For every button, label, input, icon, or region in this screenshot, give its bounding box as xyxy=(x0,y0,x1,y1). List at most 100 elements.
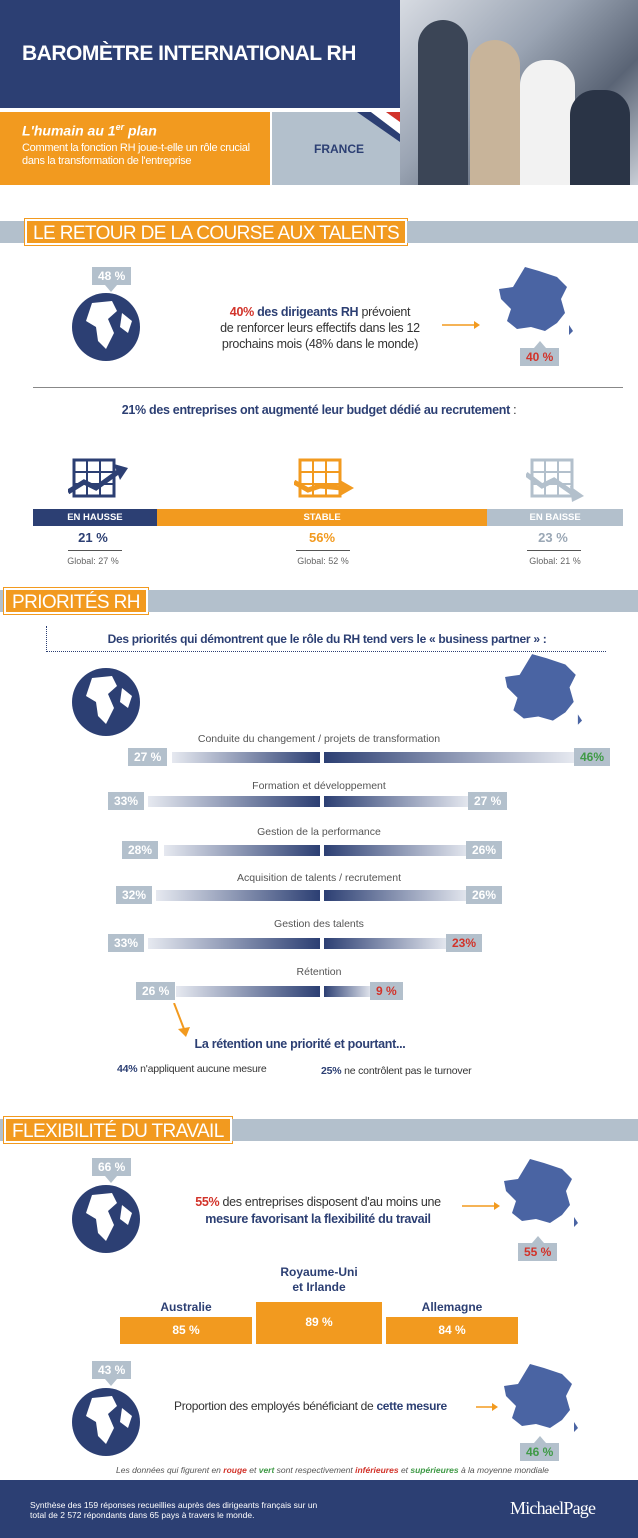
priority-world-3: 28% xyxy=(122,841,159,859)
chart-stable-icon xyxy=(294,458,354,498)
chart-down-icon xyxy=(526,458,584,502)
priority-label-6: Rétention xyxy=(296,966,342,978)
world-badge-4: 43 % xyxy=(92,1361,132,1379)
priority-bar-france-6 xyxy=(324,986,372,997)
priority-label-1: Conduite du changement / projets de tran… xyxy=(197,733,441,745)
priority-france-2: 27 % xyxy=(468,792,508,810)
france-map-icon-2 xyxy=(505,654,583,725)
globe-icon-2 xyxy=(72,668,140,736)
badge-pointer-6 xyxy=(534,1436,546,1443)
section-title-talents: LE RETOUR DE LA COURSE AUX TALENTS xyxy=(25,219,408,245)
segment-hausse: EN HAUSSE xyxy=(33,509,157,526)
retention-title: La rétention une priorité et pourtant... xyxy=(194,1037,406,1051)
world-badge-3: 66 % xyxy=(92,1158,132,1176)
section-left-stub xyxy=(0,221,25,243)
segment-baisse: EN BAISSE xyxy=(487,509,623,526)
pct-baisse: 23 % xyxy=(538,530,568,545)
priority-bar-france-3 xyxy=(324,845,470,856)
pct-stable: 56% xyxy=(308,530,336,545)
globe-icon-3 xyxy=(72,1185,140,1253)
france-map-icon-4 xyxy=(504,1364,578,1432)
proportion-statement: Proportion des employés bénéficiant de c… xyxy=(174,1399,447,1413)
globe-icon-4 xyxy=(72,1388,140,1456)
section-title-bar-talents: LE RETOUR DE LA COURSE AUX TALENTS xyxy=(0,219,638,245)
globe-icon xyxy=(72,293,140,361)
color-legend: Les données qui figurent en rouge et ver… xyxy=(116,1465,549,1475)
france-badge-1: 40 % xyxy=(520,348,560,366)
country-label: FRANCE xyxy=(314,142,364,156)
arrow-right-icon-3 xyxy=(476,1403,498,1411)
chart-up-icon xyxy=(68,458,128,498)
underline-baisse xyxy=(527,550,581,551)
country-name-allemagne: Allemagne xyxy=(421,1300,483,1314)
section-title-bar-flexibilite: FLEXIBILITÉ DU TRAVAIL xyxy=(0,1117,638,1143)
flex-statement: 55% des entreprises disposent d'au moins… xyxy=(195,1195,441,1226)
priority-bar-world-2 xyxy=(148,796,320,807)
header-photo xyxy=(400,0,638,185)
retention-note-2: 25% ne contrôlent pas le turnover xyxy=(321,1065,472,1077)
france-flag-icon xyxy=(357,112,400,142)
badge-pointer-5 xyxy=(105,1379,117,1386)
country-box: FRANCE xyxy=(272,112,400,185)
global-hausse: Global: 27 % xyxy=(67,556,119,566)
priority-label-5: Gestion des talents xyxy=(274,918,364,930)
brand-logo: MichaelPage xyxy=(510,1498,596,1518)
header-subtitle-box: L'humain au 1er plan Comment la fonction… xyxy=(0,112,270,185)
priority-label-2: Formation et développement xyxy=(252,780,386,792)
page-title: BAROMÈTRE INTERNATIONAL RH xyxy=(22,42,356,65)
priority-world-5: 33% xyxy=(108,934,145,952)
priority-france-1: 46% xyxy=(574,748,611,766)
priorities-intro-box: Des priorités qui démontrent que le rôle… xyxy=(46,626,606,652)
priority-label-3: Gestion de la performance xyxy=(257,826,381,838)
priority-world-2: 33% xyxy=(108,792,145,810)
priorities-intro: Des priorités qui démontrent que le rôle… xyxy=(107,632,547,646)
photo-person-3 xyxy=(520,60,575,185)
france-map-icon xyxy=(499,267,573,335)
pct-hausse: 21 % xyxy=(78,530,108,545)
section-title-priorites: PRIORITÉS RH xyxy=(4,588,148,614)
arrow-right-icon-2 xyxy=(462,1202,500,1210)
segment-stable: STABLE xyxy=(156,509,488,526)
country-name-australie: Australie xyxy=(160,1300,212,1314)
underline-stable xyxy=(296,550,350,551)
priority-bar-france-5 xyxy=(324,938,448,949)
priority-world-4: 32% xyxy=(116,886,153,904)
priority-world-1: 27 % xyxy=(128,748,168,766)
footer-text: Synthèse des 159 réponses recueillies au… xyxy=(30,1500,318,1520)
france-map-icon-3 xyxy=(504,1159,578,1227)
section-fill-flexibilite xyxy=(231,1119,638,1141)
photo-person-4 xyxy=(570,90,630,185)
section-left-stub-3 xyxy=(0,1119,4,1141)
badge-pointer-3 xyxy=(105,1176,117,1183)
priority-bar-france-4 xyxy=(324,890,470,901)
country-box-uk: 89 % xyxy=(256,1302,382,1344)
section-title-bar-priorites: PRIORITÉS RH xyxy=(0,588,638,614)
budget-statement: 21% des entreprises ont augmenté leur bu… xyxy=(121,403,517,417)
arrow-down-right-icon xyxy=(173,1003,190,1037)
global-stable: Global: 52 % xyxy=(297,556,349,566)
budget-bar: EN HAUSSE STABLE EN BAISSE xyxy=(33,509,623,526)
global-baisse: Global: 21 % xyxy=(529,556,581,566)
header-subtitle: L'humain au 1er plan xyxy=(22,122,157,139)
country-box-allemagne: 84 % xyxy=(386,1317,518,1344)
section-fill-priorites xyxy=(147,590,638,612)
retention-note-1: 44% n'appliquent aucune mesure xyxy=(117,1063,267,1075)
priority-bar-world-1 xyxy=(172,752,320,763)
photo-person-2 xyxy=(470,40,520,185)
priority-world-6: 26 % xyxy=(136,982,176,1000)
country-box-australie: 85 % xyxy=(120,1317,252,1344)
header-description: Comment la fonction RH joue-t-elle un rô… xyxy=(22,142,250,167)
priority-bar-world-3 xyxy=(164,845,320,856)
footer: Synthèse des 159 réponses recueillies au… xyxy=(0,1480,638,1538)
france-badge-4: 46 % xyxy=(520,1443,560,1461)
priority-label-4: Acquisition de talents / recrutement xyxy=(236,872,401,884)
photo-person-1 xyxy=(418,20,468,185)
world-badge-1: 48 % xyxy=(92,267,132,285)
france-badge-3: 55 % xyxy=(518,1243,558,1261)
priority-bar-world-5 xyxy=(148,938,320,949)
priority-bar-world-4 xyxy=(156,890,320,901)
header-banner: BAROMÈTRE INTERNATIONAL RH xyxy=(0,0,400,108)
section-title-flexibilite: FLEXIBILITÉ DU TRAVAIL xyxy=(4,1117,232,1143)
priority-bar-world-6 xyxy=(176,986,320,997)
priority-france-3: 26% xyxy=(466,841,503,859)
